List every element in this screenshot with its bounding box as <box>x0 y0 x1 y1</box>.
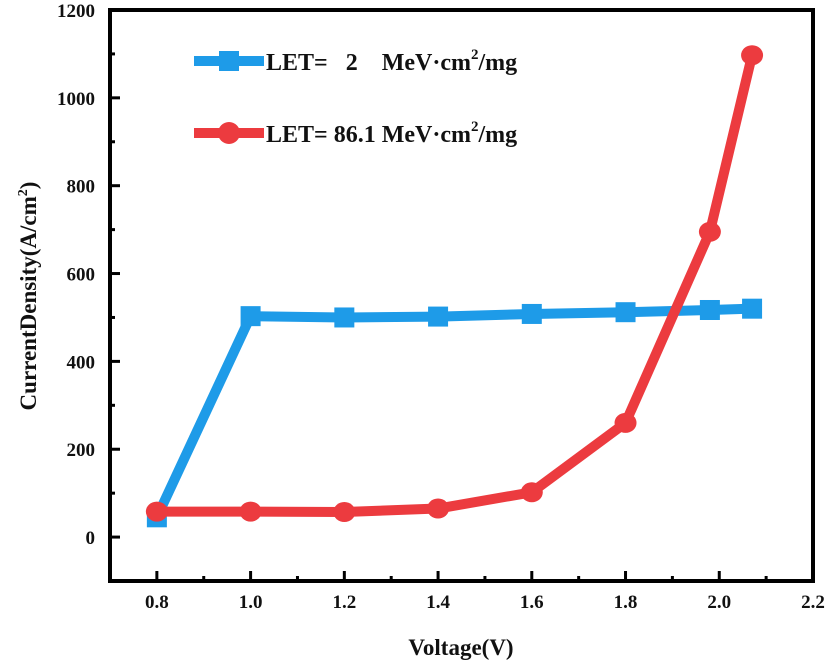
data-point <box>145 501 168 522</box>
data-point <box>741 45 764 66</box>
data-point <box>428 306 449 327</box>
y-tick-label: 0 <box>86 528 96 549</box>
y-tick-label: 1000 <box>57 89 95 110</box>
ticks-layer: 0.8 1.0 1.2 1.4 1.6 1.8 2.0 2.2 0 200 400 600 800 100… <box>57 1 825 613</box>
x-tick-label: 1.6 <box>520 592 544 613</box>
y-tick-label: 800 <box>67 177 96 198</box>
series-let-2 <box>146 298 763 528</box>
y-tick-label: 400 <box>67 352 96 373</box>
y-tick-label: 1200 <box>57 1 95 22</box>
data-point <box>615 302 636 323</box>
x-tick-label: 2.2 <box>801 592 825 613</box>
series-let-86-1 <box>145 45 764 523</box>
x-tick-label: 1.2 <box>332 592 356 613</box>
x-tick-label: 0.8 <box>145 592 169 613</box>
x-axis-title: Voltage(V) <box>408 635 513 660</box>
series-line <box>156 54 757 518</box>
x-tick-label: 1.0 <box>239 592 263 613</box>
data-point <box>520 482 543 503</box>
data-point <box>239 501 262 522</box>
legend: LET= 2 MeV·cm2/mg LET= 86.1 MeV·cm2/mg <box>194 47 517 148</box>
x-tick-label: 2.0 <box>707 592 731 613</box>
x-tick-label: 1.4 <box>426 592 450 613</box>
y-tick-label: 600 <box>67 265 96 286</box>
y-tick-label: 200 <box>67 440 96 461</box>
svg-text:LET= 86.1 MeV·cm2/mg: LET= 86.1 MeV·cm2/mg <box>266 119 517 148</box>
legend-item-let-2: LET= 2 MeV·cm2/mg <box>194 47 517 76</box>
data-point <box>334 307 355 328</box>
plot-frame <box>108 8 815 583</box>
legend-item-let-86-1: LET= 86.1 MeV·cm2/mg <box>194 119 517 148</box>
data-point <box>699 299 720 320</box>
data-point <box>521 303 542 324</box>
data-point <box>742 298 763 319</box>
data-point <box>240 306 261 327</box>
data-point <box>614 412 637 433</box>
data-point <box>427 498 450 519</box>
data-point <box>333 502 356 523</box>
series-layer <box>145 45 764 528</box>
x-tick-label: 1.8 <box>614 592 638 613</box>
y-axis-title: CurrentDensity(A/cm2) <box>16 182 41 411</box>
series-line <box>152 303 753 520</box>
data-point <box>698 221 721 242</box>
svg-text:LET= 2 MeV·cm2/mg: LET= 2 MeV·cm2/mg <box>266 47 517 76</box>
